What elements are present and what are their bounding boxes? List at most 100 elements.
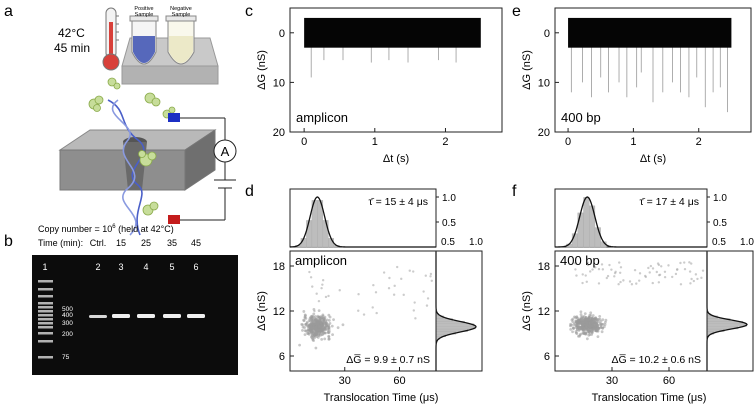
event-point: [601, 318, 605, 322]
y-axis-label: ΔG (nS): [521, 50, 533, 90]
event-point: [683, 267, 687, 271]
panel-f: f τ̄ = 17 ± 4 μs 0.5 1.0 0.5 1.0 30 60 6 12 18 400…: [512, 183, 754, 404]
event-point: [582, 332, 585, 335]
ladder-band: [38, 340, 53, 343]
positive-sample-fluid: [133, 36, 155, 63]
x-tick-label: 60: [663, 375, 675, 387]
event-point: [331, 333, 334, 337]
ladder-band: [38, 314, 53, 317]
y-axis-label: ΔG (nS): [521, 291, 533, 331]
event-point: [617, 283, 620, 286]
event-point: [301, 325, 305, 329]
event-point: [574, 268, 577, 271]
event-point: [701, 269, 705, 272]
tau-gaussian-fit: [554, 196, 707, 248]
event-point: [327, 323, 330, 327]
event-point: [656, 262, 660, 265]
event-point: [327, 334, 331, 338]
event-point: [596, 318, 600, 321]
event-point: [327, 337, 331, 341]
negative-electrode: [168, 215, 180, 224]
dg-hist-bar: [706, 323, 747, 327]
ammeter-icon: A: [213, 139, 237, 163]
dg-gaussian-fit: [435, 251, 477, 371]
time-value-0: Ctrl.: [90, 238, 107, 248]
event-point: [312, 323, 315, 326]
event-point: [614, 270, 617, 274]
event-point: [307, 332, 311, 336]
right-hist-tick-label: 0.5: [441, 237, 455, 248]
event-point: [317, 299, 321, 303]
event-point: [330, 324, 334, 328]
y-tick-label: 6: [544, 351, 550, 363]
event-point: [596, 325, 600, 329]
event-point: [647, 266, 650, 270]
event-point: [328, 315, 332, 319]
temperature-label: 42°C: [58, 26, 85, 40]
event-point: [303, 333, 307, 337]
panel-d: d τ̄ = 15 ± 4 μs 0.5 1.0 0.5 1.0 30 60 6 12 18 amp…: [245, 183, 483, 404]
sample-band-6: [187, 314, 205, 318]
x-tick-label: 0: [565, 136, 571, 148]
event-point: [323, 327, 327, 331]
positive-tube-label-2: Sample: [135, 12, 154, 18]
event-point: [408, 269, 411, 272]
event-point: [357, 309, 360, 312]
event-point: [357, 292, 360, 296]
event-point: [314, 346, 318, 350]
event-point: [603, 323, 607, 326]
right-hist-tick-label: 1.0: [740, 237, 754, 248]
lane-number-1: 1: [42, 262, 47, 272]
event-point: [310, 326, 314, 330]
panel-a: a 42°C 45 min Positive Sample: [4, 3, 237, 236]
event-point: [327, 325, 331, 329]
tau-hist-bar: [322, 220, 329, 248]
right-hist-tick-label: 0.5: [712, 237, 726, 248]
event-point: [602, 325, 606, 329]
event-point: [585, 321, 589, 325]
plot-frame: [554, 7, 752, 133]
event-point: [362, 313, 366, 316]
event-point: [425, 304, 429, 307]
event-point: [315, 292, 318, 295]
event-point: [619, 280, 622, 284]
event-point: [700, 276, 703, 280]
ladder-band: [38, 318, 53, 321]
panel-b: b Copy number = 106 (held at 42°C) Time …: [4, 224, 238, 375]
event-point: [324, 295, 328, 299]
event-point: [663, 270, 667, 273]
event-point: [590, 331, 594, 335]
event-point: [574, 316, 577, 320]
event-point: [317, 324, 321, 328]
negative-sample-tube: Negative Sample: [165, 6, 197, 65]
y-axis-label: ΔG (nS): [256, 291, 268, 331]
positive-tube-label-1: Positive: [134, 6, 153, 12]
dg-gaussian-fit: [706, 251, 748, 371]
negative-tube-label-2: Sample: [172, 12, 191, 18]
event-point: [316, 315, 320, 319]
right-histogram-frame: [435, 250, 483, 372]
event-point: [594, 328, 598, 332]
tau-hist-bar: [571, 233, 578, 248]
event-point: [651, 281, 654, 285]
event-point: [676, 268, 679, 271]
event-point: [600, 263, 604, 266]
event-point: [688, 261, 691, 264]
event-point: [674, 272, 678, 276]
event-point: [320, 337, 324, 341]
event-point: [317, 309, 321, 313]
ladder-band: [38, 295, 53, 298]
event-point: [577, 318, 581, 322]
y-tick-label: 20: [538, 127, 550, 139]
event-point: [575, 274, 578, 277]
y-tick-label: 12: [538, 306, 550, 318]
event-point: [622, 279, 625, 282]
duration-label: 45 min: [54, 41, 90, 55]
event-point: [387, 287, 391, 290]
event-point: [312, 315, 315, 319]
event-point: [618, 261, 621, 264]
